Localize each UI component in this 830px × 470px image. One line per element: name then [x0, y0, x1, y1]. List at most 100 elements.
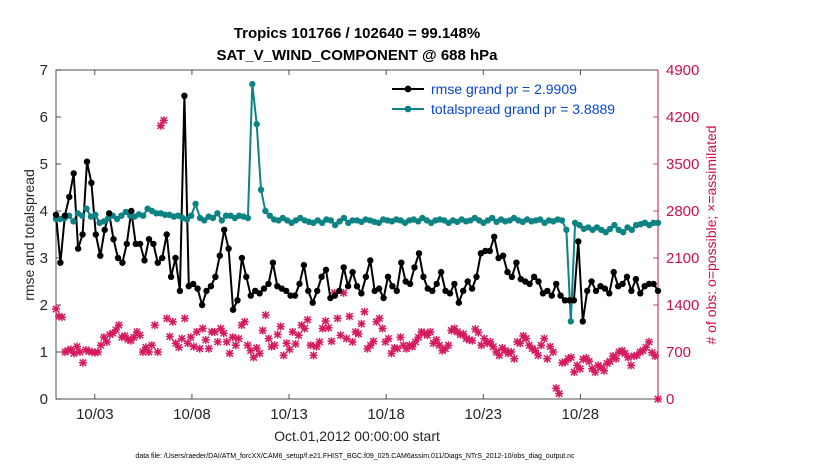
assimilated-marker [477, 341, 486, 350]
assimilated-marker [405, 341, 414, 350]
legend: rmse grand pr = 2.9909 totalspread grand… [392, 81, 615, 117]
rmse-point [504, 268, 511, 276]
totalspread-point [183, 216, 191, 223]
rmse-point [159, 254, 166, 262]
assimilated-marker [552, 384, 561, 393]
rmse-point [362, 273, 370, 280]
assimilated-marker [135, 331, 144, 340]
assimilated-marker [585, 357, 594, 366]
assimilated-marker [426, 327, 435, 336]
assimilated-marker [258, 326, 267, 335]
assimilated-marker [213, 337, 222, 346]
assimilated-marker [240, 317, 249, 326]
rmse-point [464, 278, 471, 285]
x-tick-label: 10/13 [270, 406, 308, 423]
assimilated-marker [510, 354, 519, 363]
assimilated-marker [123, 335, 132, 344]
rmse-point [340, 264, 347, 271]
totalspread-point [327, 217, 334, 224]
rmse-point [406, 280, 414, 288]
legend-rmse-marker [404, 85, 412, 93]
assimilated-marker [57, 313, 66, 322]
assimilated-marker [645, 337, 654, 346]
assimilated-marker [333, 314, 342, 323]
rmse-point [260, 285, 268, 292]
rmse-point [212, 273, 219, 280]
assimilated-marker [138, 348, 147, 356]
assimilated-marker [222, 337, 231, 346]
rmse-point [234, 297, 241, 304]
assimilated-marker [378, 324, 387, 333]
rmse-point [97, 252, 104, 259]
rmse-point [247, 292, 254, 299]
rmse-point [79, 231, 86, 238]
assimilated-marker [537, 341, 546, 350]
assimilated-marker [576, 364, 585, 373]
assimilated-marker [354, 329, 363, 338]
rmse-point [305, 287, 312, 295]
assimilated-marker [267, 342, 276, 351]
assimilated-marker [408, 342, 417, 351]
assimilated-marker [564, 354, 573, 363]
assimilated-marker [342, 334, 351, 343]
x-axis-label: Oct.01,2012 00:00:00 start [274, 428, 440, 444]
rmse-point [269, 259, 277, 266]
assimilated-marker [60, 348, 69, 356]
assimilated-marker [627, 361, 636, 370]
y-right-tick-label: 700 [666, 344, 691, 361]
assimilated-marker [621, 349, 630, 358]
rmse-point [132, 240, 139, 248]
rmse-point [535, 278, 542, 285]
rmse-point [83, 158, 91, 165]
assimilated-marker [141, 343, 150, 352]
rmse-point [446, 290, 454, 297]
assimilated-marker [288, 327, 297, 336]
assimilated-marker [393, 344, 402, 353]
assimilated-marker [156, 121, 165, 130]
assimilated-marker [417, 327, 426, 336]
assimilated-marker [360, 307, 369, 316]
assimilated-marker [231, 341, 240, 350]
assimilated-marker [642, 343, 651, 352]
rmse-point [57, 259, 64, 266]
rmse-point [437, 268, 445, 276]
totalspread-point [318, 219, 326, 226]
assimilated-marker [234, 334, 243, 343]
assimilated-marker [96, 341, 105, 350]
rmse-point [570, 297, 578, 304]
totalspread-point [244, 214, 252, 222]
assimilated-marker [270, 341, 279, 350]
y-left-tick-label: 7 [40, 62, 48, 79]
y-axis-left-label: rmse and totalspread [21, 169, 37, 301]
assimilated-marker [483, 339, 492, 348]
assimilated-marker [384, 334, 393, 343]
assimilated-marker [366, 341, 375, 350]
totalspread-point [257, 186, 265, 193]
rmse-point [110, 236, 117, 243]
assimilated-marker [540, 334, 549, 343]
rmse-point [300, 261, 308, 269]
rmse-point [601, 285, 609, 292]
totalspread-point [209, 214, 217, 222]
assimilated-marker [63, 346, 72, 355]
assimilated-marker [348, 337, 357, 346]
x-tick-label: 10/08 [173, 406, 211, 423]
y-right-tick-label: 1400 [666, 297, 699, 314]
rmse-point [637, 290, 644, 297]
assimilated-marker [543, 354, 552, 363]
assimilated-marker [531, 346, 540, 355]
rmse-point [61, 212, 69, 219]
y-left-tick-label: 4 [40, 203, 48, 220]
assimilated-marker [195, 344, 204, 353]
rmse-point [645, 280, 653, 288]
totalspread-point [122, 208, 129, 216]
assimilated-marker [165, 332, 174, 341]
totalspread-point [558, 217, 566, 224]
assimilated-marker [282, 339, 291, 348]
rmse-point [287, 292, 294, 299]
assimilated-marker [264, 334, 273, 343]
totalspread-point [340, 214, 348, 222]
assimilated-marker [495, 351, 504, 360]
assimilated-marker [375, 314, 384, 323]
